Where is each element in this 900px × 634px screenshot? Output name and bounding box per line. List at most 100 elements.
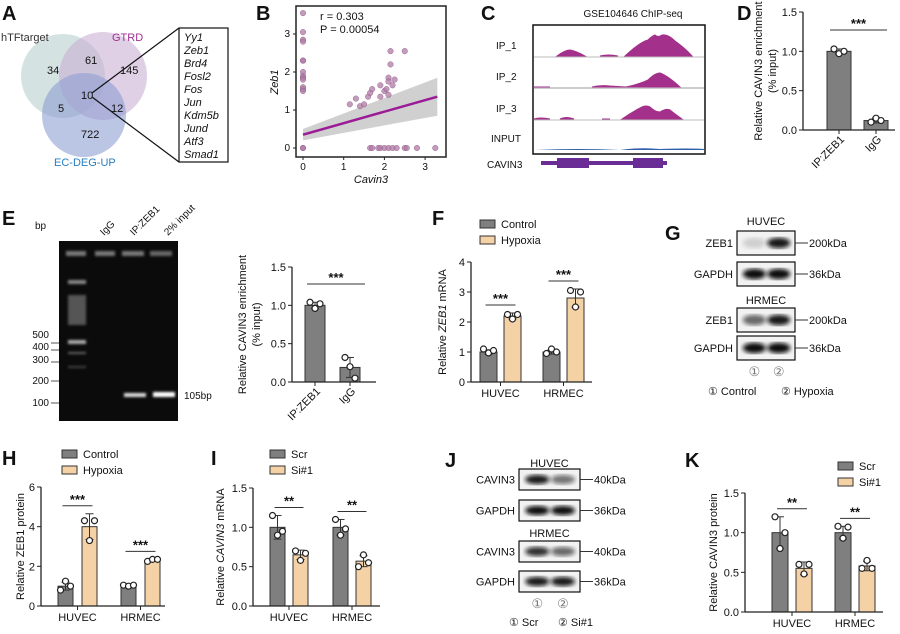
replicate-point: [66, 582, 75, 590]
replicate-point: [296, 556, 305, 564]
y-tick-label: 0.5: [782, 86, 797, 98]
y-tick-label: 0.5: [271, 339, 286, 351]
x-axis-label: Cavin3: [354, 174, 389, 186]
significance-marker: **: [347, 497, 358, 512]
replicate-point: [301, 549, 310, 557]
y-tick-label: 1: [284, 105, 290, 116]
replicate-point: [800, 570, 808, 578]
x-tick-label: IP:ZEB1: [810, 134, 847, 171]
y-tick-label: 6: [29, 482, 35, 494]
data-point: [300, 38, 307, 45]
venn-label-htftarget: hTFtarget: [1, 32, 49, 44]
protein-band: [767, 268, 791, 280]
data-point: [369, 86, 376, 93]
protein-band: [525, 546, 550, 557]
protein-band: [550, 474, 576, 485]
data-point: [300, 76, 307, 83]
replicate-point: [268, 511, 277, 520]
bar: [144, 559, 161, 607]
replicate-point: [542, 349, 551, 358]
data-point: [389, 82, 396, 89]
data-point: [346, 101, 353, 108]
size-marker-label: 36kDa: [594, 577, 627, 589]
y-tick-label: 4: [459, 257, 465, 269]
data-point: [393, 144, 400, 151]
protein-band: [525, 505, 550, 516]
legend-label: Scr: [291, 449, 308, 461]
protein-band: [767, 237, 791, 249]
y-tick-label: 1.5: [271, 262, 286, 274]
legend-swatch: [269, 449, 286, 459]
data-point: [383, 86, 390, 93]
y-axis-label: (% input): [767, 49, 779, 93]
replicate-point: [830, 45, 838, 53]
lane-label: IP:ZEB1: [128, 204, 162, 238]
protein-label: CAVIN3: [476, 547, 515, 559]
protein-band: [550, 546, 576, 557]
replicate-point: [834, 522, 842, 530]
chipseq-title: GSE104646 ChIP-seq: [584, 9, 683, 20]
lane-number: ①: [531, 596, 543, 611]
replicate-point: [291, 547, 300, 555]
size-marker-label: 36kDa: [594, 506, 627, 518]
y-tick-label: 1.0: [782, 46, 797, 58]
legend-label: Hypoxia: [83, 465, 124, 477]
track-label: IP_3: [496, 104, 517, 115]
replicate-point: [571, 303, 580, 311]
data-point: [401, 48, 408, 55]
x-tick-label: HRMEC: [120, 612, 160, 624]
legend-label: Hypoxia: [501, 235, 542, 247]
data-point: [300, 144, 307, 151]
data-point: [403, 144, 410, 151]
replicate-point: [273, 531, 282, 539]
bar: [834, 532, 852, 613]
lane-legend: ② Si#1: [558, 617, 593, 629]
replicate-point: [547, 345, 556, 353]
venn-count: 5: [58, 103, 64, 115]
venn-count: 61: [85, 55, 97, 67]
data-point: [300, 10, 307, 17]
gene-name: Yy1: [184, 32, 203, 44]
y-axis-label: Relative CAVIN3 protein: [708, 493, 720, 611]
significance-marker: **: [850, 504, 861, 519]
panel-label-d: D: [737, 3, 751, 25]
replicate-point: [331, 515, 340, 524]
y-tick-label: 1.5: [232, 483, 247, 495]
regression-line: [302, 95, 438, 136]
lane-number: ②: [557, 596, 569, 611]
y-axis-label: Relative ZEB1 protein: [15, 493, 27, 600]
y-tick-label: 2: [459, 317, 465, 329]
y-tick-label: 0: [29, 601, 35, 613]
replicate-point: [858, 564, 866, 572]
panel-label-e: E: [2, 208, 15, 230]
y-tick-label: 0.0: [271, 377, 286, 389]
gene-name: Brd4: [184, 58, 207, 70]
band-size-label: 105bp: [184, 391, 212, 402]
replicate-point: [80, 517, 89, 525]
protein-band: [550, 505, 576, 516]
x-tick-label: HRMEC: [543, 388, 583, 400]
track-label: INPUT: [491, 134, 521, 145]
x-tick-label: HUVEC: [58, 612, 97, 624]
replicate-point: [771, 513, 779, 521]
replicate-point: [781, 529, 789, 537]
x-tick-label: HUVEC: [270, 612, 309, 624]
bar-chart-h: 0 2 4 6 HUVEC HRMEC Relative ZEB1 protein *** **…: [15, 449, 165, 624]
track-label: IP_1: [496, 41, 517, 52]
cell-line-label: HUVEC: [747, 216, 786, 228]
x-tick-label: 1: [341, 162, 347, 173]
replicate-point: [316, 300, 324, 308]
legend-swatch: [61, 449, 78, 459]
replicate-point: [552, 348, 561, 356]
venn-circle-ec-deg-up: [42, 73, 126, 157]
lane-label: IgG: [98, 219, 117, 238]
x-tick-label: 3: [422, 162, 428, 173]
ip2-peaks: [534, 72, 682, 88]
panel-label-h: H: [2, 448, 16, 470]
callout-line: [91, 27, 180, 94]
y-tick-label: 1.5: [724, 488, 739, 500]
size-marker-label: 40kDa: [594, 547, 627, 559]
replicate-point: [311, 304, 319, 312]
gene-name: Jund: [183, 123, 209, 135]
